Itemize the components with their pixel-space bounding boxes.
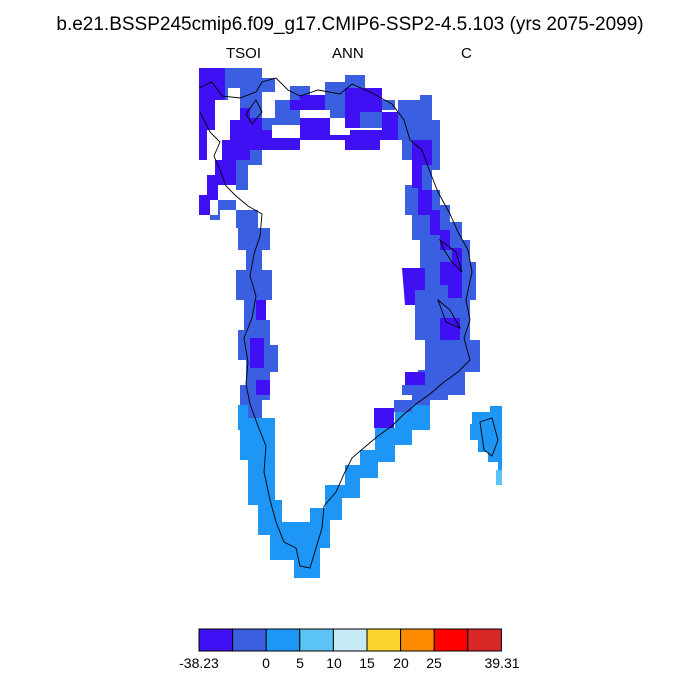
colorbar-swatch [400,628,435,652]
west-coast-band [199,130,278,418]
colorbar-tick-label: 15 [359,655,375,671]
colorbar-tick-label: 0 [262,655,270,671]
variable-label: TSOI [226,45,262,62]
colorbar-tick-label: 5 [296,655,304,671]
colorbar-swatch [366,628,402,652]
north-coast-band [262,75,440,150]
colorbar-swatch [433,628,469,652]
period-label: ANN [332,45,364,62]
colorbar-tick-label: 25 [426,655,442,671]
colorbar-tick-label: 39.31 [484,655,520,671]
colorbar-swatch [332,628,368,652]
colorbar-tick-label: 20 [393,655,409,671]
east-coast-band [398,130,480,408]
colorbar-swatch [198,628,234,652]
units-label: C [461,45,472,62]
coastline [198,77,499,569]
colorbar-swatch [232,628,267,652]
colorbar-tick-label: 10 [326,655,342,671]
colorbar-swatch [299,628,334,652]
colorbar-tick-label: -38.23 [179,655,219,671]
colorbar-swatch [467,628,502,652]
colorbar-swatch [265,628,301,652]
south-coast-band [238,400,430,578]
plot-title: b.e21.BSSP245cmip6.f09_g17.CMIP6-SSP2-4.… [56,14,644,35]
